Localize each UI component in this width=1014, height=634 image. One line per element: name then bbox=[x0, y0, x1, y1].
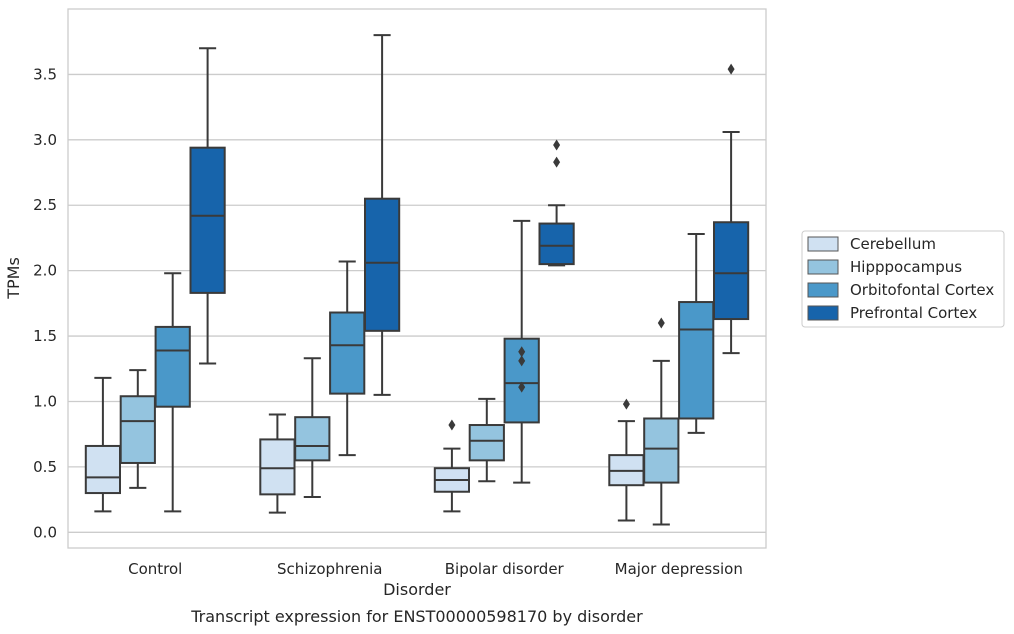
outlier-point bbox=[518, 346, 526, 358]
box-iqr bbox=[468, 424, 505, 462]
box-element bbox=[433, 419, 471, 513]
y-tick-label: 2.0 bbox=[33, 262, 57, 280]
box-element bbox=[468, 397, 505, 483]
box-element bbox=[643, 317, 680, 526]
box-element bbox=[678, 233, 715, 434]
x-tick-label: Bipolar disorder bbox=[445, 560, 565, 578]
series-hipppocampus bbox=[119, 317, 680, 526]
box-iqr bbox=[363, 197, 401, 332]
x-tick-label: Schizophrenia bbox=[277, 560, 382, 578]
outlier-point bbox=[727, 63, 735, 75]
box-element bbox=[259, 413, 296, 514]
series-prefrontal-cortex bbox=[189, 34, 750, 396]
box-iqr bbox=[84, 444, 122, 495]
y-tick-label: 0.0 bbox=[33, 523, 57, 541]
outlier-point bbox=[553, 156, 561, 168]
chart-caption: Transcript expression for ENST0000059817… bbox=[190, 607, 643, 626]
y-tick-label: 1.5 bbox=[33, 327, 57, 345]
x-tick-label: Control bbox=[128, 560, 182, 578]
y-tick-labels: 0.0 0.5 1.0 1.5 2.0 2.5 3.0 3.5 bbox=[33, 65, 57, 541]
legend-swatch-prefrontal bbox=[807, 305, 839, 321]
x-tick-label: Major depression bbox=[615, 560, 743, 578]
x-tick-labels: Control Schizophrenia Bipolar disorder Majo… bbox=[128, 560, 743, 578]
box-iqr bbox=[538, 222, 575, 266]
box-element bbox=[329, 260, 366, 457]
box-element bbox=[294, 357, 331, 498]
box-element bbox=[538, 139, 575, 267]
box-element bbox=[84, 376, 122, 513]
y-tick-label: 2.5 bbox=[33, 196, 57, 214]
y-tick-label: 0.5 bbox=[33, 458, 57, 476]
box-element bbox=[608, 398, 645, 522]
box-iqr bbox=[154, 325, 191, 408]
series-orbitofontal-cortex bbox=[154, 219, 715, 513]
y-tick-label: 3.5 bbox=[33, 65, 57, 83]
outlier-point bbox=[518, 355, 526, 367]
box-iqr bbox=[643, 417, 680, 484]
legend-swatch-cerebellum bbox=[807, 236, 839, 252]
box-series bbox=[84, 34, 750, 526]
y-axis-label: TPMs bbox=[4, 257, 23, 300]
x-axis-label: Disorder bbox=[383, 580, 451, 599]
series-cerebellum bbox=[84, 376, 645, 522]
box-iqr bbox=[712, 221, 750, 321]
legend-label-hippocampus: Hipppocampus bbox=[850, 258, 962, 276]
outlier-point bbox=[448, 419, 456, 431]
box-element bbox=[119, 369, 156, 489]
plot-frame bbox=[67, 8, 767, 549]
y-tick-label: 3.0 bbox=[33, 131, 57, 149]
box-element bbox=[363, 34, 401, 396]
legend: Cerebellum Hipppocampus Orbitofontal Cor… bbox=[801, 230, 1005, 328]
box-iqr bbox=[329, 311, 366, 395]
legend-label-orbitofrontal: Orbitofontal Cortex bbox=[850, 281, 994, 299]
box-iqr bbox=[294, 416, 331, 462]
box-iqr bbox=[259, 438, 296, 496]
box-iqr bbox=[678, 301, 715, 420]
box-iqr bbox=[189, 146, 226, 294]
legend-label-prefrontal: Prefrontal Cortex bbox=[850, 304, 977, 322]
legend-swatch-hippocampus bbox=[807, 259, 839, 275]
box-element bbox=[189, 47, 226, 365]
legend-label-cerebellum: Cerebellum bbox=[850, 235, 936, 253]
outlier-point bbox=[657, 317, 665, 329]
box-element bbox=[154, 272, 191, 513]
box-iqr bbox=[119, 395, 156, 464]
y-tick-label: 1.0 bbox=[33, 392, 57, 410]
legend-frame bbox=[801, 230, 1005, 328]
box-element bbox=[712, 63, 750, 355]
box-element bbox=[503, 219, 540, 484]
outlier-point bbox=[553, 139, 561, 151]
outlier-point bbox=[518, 381, 526, 393]
outlier-point bbox=[622, 398, 630, 410]
legend-swatch-orbitofrontal bbox=[807, 282, 839, 298]
